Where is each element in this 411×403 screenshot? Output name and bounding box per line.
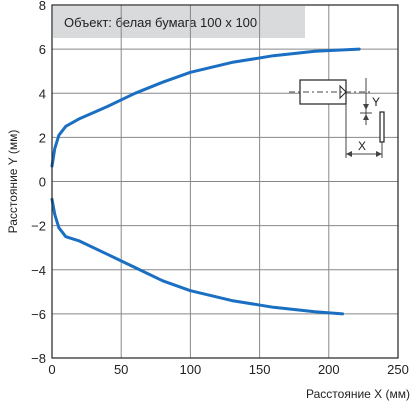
y-arrow-down-icon bbox=[363, 104, 369, 110]
series-line-upper bbox=[50, 47, 361, 168]
y-tick-label: 4 bbox=[39, 86, 46, 101]
x-tick-label: 150 bbox=[249, 362, 271, 377]
x-tick-label: 200 bbox=[318, 362, 340, 377]
annotation-text: Объект: белая бумага 100 х 100 bbox=[64, 15, 257, 30]
frame-layer bbox=[51, 4, 399, 359]
series-layer bbox=[50, 47, 361, 316]
plot-frame bbox=[51, 4, 399, 359]
grid-layer bbox=[52, 5, 398, 358]
x-arrow-left-icon bbox=[346, 151, 352, 157]
x-axis-title: Расстояние X (мм) bbox=[306, 387, 410, 401]
x-arrow-right-icon bbox=[376, 151, 382, 157]
inset-x-label: X bbox=[358, 139, 366, 153]
y-tick-label: 2 bbox=[39, 130, 46, 145]
y-tick-label: 6 bbox=[39, 42, 46, 57]
y-tick-label: −4 bbox=[31, 263, 46, 278]
y-axis-title: Расстояние Y (мм) bbox=[6, 130, 20, 234]
sensor-lens-icon bbox=[339, 84, 347, 100]
annotation-box bbox=[53, 6, 305, 38]
x-tick-label: 0 bbox=[48, 362, 55, 377]
target-plate-icon bbox=[379, 111, 385, 143]
inset-y-label: Y bbox=[372, 95, 380, 109]
y-tick-label: −2 bbox=[31, 219, 46, 234]
tick-label-layer: 0 50 100 150 200 250 8 6 4 2 0 −2 −4 −6 −8 bbox=[31, 0, 409, 377]
x-tick-label: 250 bbox=[387, 362, 409, 377]
y-tick-label: −6 bbox=[31, 307, 46, 322]
y-tick-label: −8 bbox=[31, 351, 46, 366]
x-tick-label: 100 bbox=[180, 362, 202, 377]
y-tick-label: 8 bbox=[39, 0, 46, 13]
y-arrow-up-icon bbox=[363, 114, 369, 120]
sensor-inset-diagram: Y X bbox=[289, 78, 385, 158]
y-tick-label: 0 bbox=[39, 175, 46, 190]
series-line-lower bbox=[50, 197, 345, 316]
x-tick-label: 50 bbox=[114, 362, 128, 377]
annotation-layer: Объект: белая бумага 100 х 100 bbox=[53, 6, 305, 38]
